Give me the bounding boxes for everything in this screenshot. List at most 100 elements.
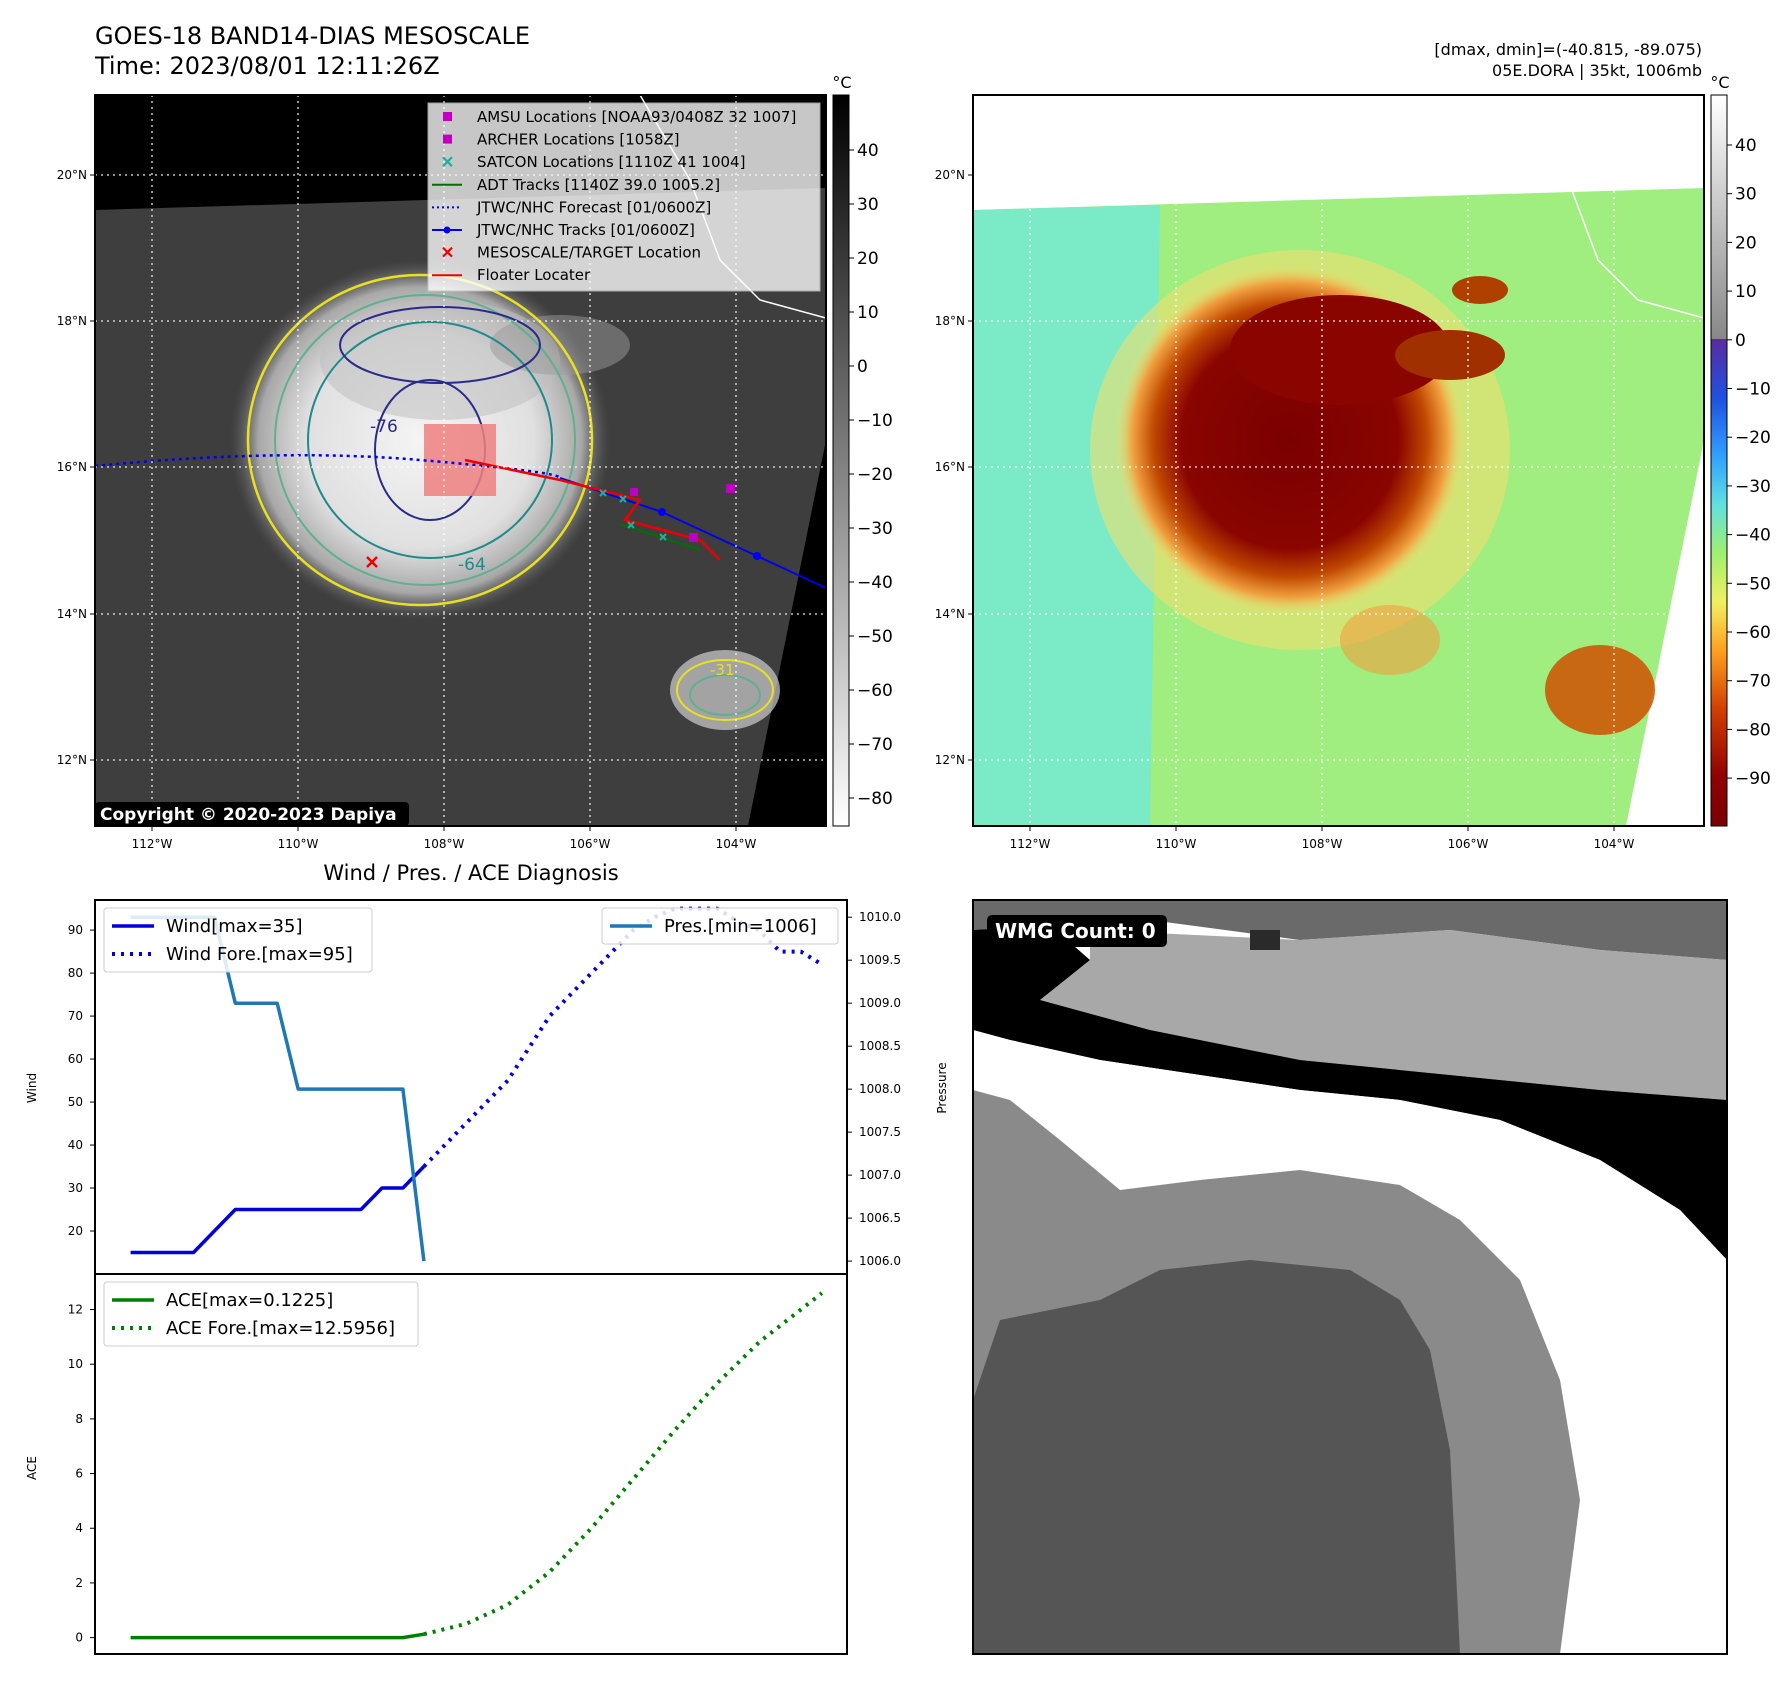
wind-chart-series-0 (130, 1165, 426, 1255)
ace-chart-ytick: 8 (75, 1412, 83, 1426)
copyright-bg (95, 802, 409, 826)
lat-tick-label: 20°N (935, 168, 965, 182)
contour-mid (274, 294, 576, 586)
chart-legend-label: ACE Fore.[max=12.5956] (166, 1318, 395, 1339)
lon-tick-label: 106°W (1448, 837, 1489, 851)
color-cbar-tick: −40 (1735, 526, 1771, 546)
wmg-panel (973, 900, 1727, 1654)
legend-swatch-0 (443, 112, 452, 121)
lon-tick-label: 112°W (132, 837, 173, 851)
ace-chart-ytick: 2 (75, 1576, 83, 1590)
gray-cbar-tick: −80 (857, 789, 893, 809)
tr-map-frame (972, 94, 1705, 827)
legend-swatch-5 (432, 226, 462, 234)
legend-label-0: AMSU Locations [NOAA93/0408Z 32 1007] (477, 108, 796, 126)
gray-cbar-tick: −60 (857, 681, 893, 701)
legend-label-5: JTWC/NHC Tracks [01/0600Z] (476, 221, 695, 239)
ace-chart-frame (94, 1273, 848, 1655)
lat-tick-label: 20°N (57, 168, 87, 182)
gray-cbar-tick: 0 (857, 357, 868, 377)
color-colorbar-ticks: 40 30 20 10 0 −10 −20 −30 −40 −50 −60 −70 −80 −90 (1727, 136, 1771, 789)
wmg-band-black (973, 925, 1727, 1260)
legend-label-6: MESOSCALE/TARGET Location (477, 244, 701, 262)
legend-swatch-2 (442, 156, 453, 167)
wmg-count-label: WMG Count: 0 (995, 919, 1156, 943)
gray-cbar-tick: 30 (857, 195, 879, 215)
lon-tick-label: 104°W (716, 837, 757, 851)
copyright: Copyright © 2020-2023 Dapiya (100, 805, 397, 825)
color-cbar-tick: −50 (1735, 574, 1771, 594)
gray-cbar-tick: 40 (857, 141, 879, 161)
gray-colorbar-unit: °C (832, 73, 851, 92)
wind-chart-ytick: 80 (68, 966, 83, 980)
legend-swatch-1 (443, 134, 452, 144)
diagnosis-title: Wind / Pres. / ACE Diagnosis (323, 861, 618, 885)
ace-chart-series-0 (130, 1632, 425, 1640)
lat-tick-label: 16°N (57, 460, 87, 474)
gridlines-tr (973, 95, 1704, 826)
chart-legend-label: ACE[max=0.1225] (166, 1290, 333, 1311)
figure-title: GOES-18 BAND14-DIAS MESOSCALE (95, 22, 530, 50)
mesoscale-box (424, 424, 496, 496)
gray-cbar-tick: −20 (857, 465, 893, 485)
wmg-count-badge (987, 915, 1167, 947)
gray-cbar-tick: −30 (857, 519, 893, 539)
lat-tick-label: 14°N (57, 607, 87, 621)
gray-colorbar-ticks: 40 30 20 10 0 −10 −20 −30 −40 −50 −60 −70 −80 (849, 141, 893, 809)
wind-chart-ytick-right: 1010.0 (859, 910, 901, 924)
gray-cbar-tick: −50 (857, 627, 893, 647)
chart-legend-label: Wind Fore.[max=95] (166, 944, 353, 965)
pressure-axis-label: Pressure (935, 1062, 949, 1113)
contour-outer (246, 273, 594, 607)
wind-chart-ytick-right: 1008.0 (859, 1082, 901, 1096)
wind-chart-ytick-right: 1007.0 (859, 1168, 901, 1182)
floater-track (464, 458, 721, 561)
lat-tick-label: 14°N (935, 607, 965, 621)
wind-chart-ytick-right: 1007.5 (859, 1125, 901, 1139)
gray-cbar-tick: −70 (857, 735, 893, 755)
wind-axis-label: Wind (25, 1073, 39, 1103)
lat-tick-label: 12°N (57, 753, 87, 767)
ace-chart-ytick: 12 (68, 1303, 83, 1317)
figure-time: Time: 2023/08/01 12:11:26Z (94, 52, 440, 80)
map-legend-items: AMSU Locations [NOAA93/0408Z 32 1007] ARC… (432, 108, 796, 284)
gray-cbar-tick: −10 (857, 411, 893, 431)
color-cbar-tick: 40 (1735, 136, 1757, 156)
wind-chart-ytick-right: 1006.0 (859, 1254, 901, 1268)
wind-chart-ytick: 50 (68, 1095, 83, 1109)
wind-chart-ytick: 70 (68, 1009, 83, 1023)
color-cbar-tick: −70 (1735, 672, 1771, 692)
wind-chart-ytick-right: 1008.5 (859, 1039, 901, 1053)
wmg-band-dark (973, 1260, 1460, 1654)
legend-label-3: ADT Tracks [1140Z 39.0 1005.2] (477, 176, 720, 194)
contour-core (339, 306, 541, 384)
wind-chart-ytick-right: 1009.5 (859, 953, 901, 967)
legend-label-7: Floater Locater (477, 266, 591, 284)
archer-marker (726, 484, 735, 493)
color-colorbar-bottom (1711, 339, 1727, 826)
wind-chart-ytick-right: 1009.0 (859, 996, 901, 1010)
contour-inner (307, 321, 553, 559)
color-cbar-tick: 30 (1735, 185, 1757, 205)
wind-chart-series-1 (422, 906, 823, 1168)
ace-chart-ytick: 0 (75, 1631, 83, 1645)
chart-legend-label: Wind[max=35] (166, 916, 303, 937)
lon-tick-label: 108°W (424, 837, 465, 851)
color-cbar-tick: −20 (1735, 428, 1771, 448)
legend-label-4: JTWC/NHC Forecast [01/0600Z] (476, 198, 711, 216)
ir-color-map (973, 95, 1704, 826)
color-cbar-tick: −90 (1735, 769, 1771, 789)
wmg-band-light (1040, 930, 1727, 1100)
contour-label-31: -31 (710, 661, 735, 679)
wind-chart-ytick: 90 (68, 923, 83, 937)
ace-chart-ytick: 6 (75, 1467, 83, 1481)
lat-tick-label: 18°N (57, 314, 87, 328)
legend-swatch-6 (442, 246, 453, 258)
wmg-frame (972, 899, 1728, 1655)
gray-cbar-tick: −40 (857, 573, 893, 593)
lat-tick-label: 16°N (935, 460, 965, 474)
ace-chart-series-1 (423, 1291, 824, 1637)
map-axis-labels: 20°N 18°N 16°N 14°N 12°N 112°W 110°W 108°W 106°W… (57, 168, 1635, 851)
lon-tick-label: 110°W (278, 837, 319, 851)
storm-label: 05E.DORA | 35kt, 1006mb (1492, 61, 1702, 80)
